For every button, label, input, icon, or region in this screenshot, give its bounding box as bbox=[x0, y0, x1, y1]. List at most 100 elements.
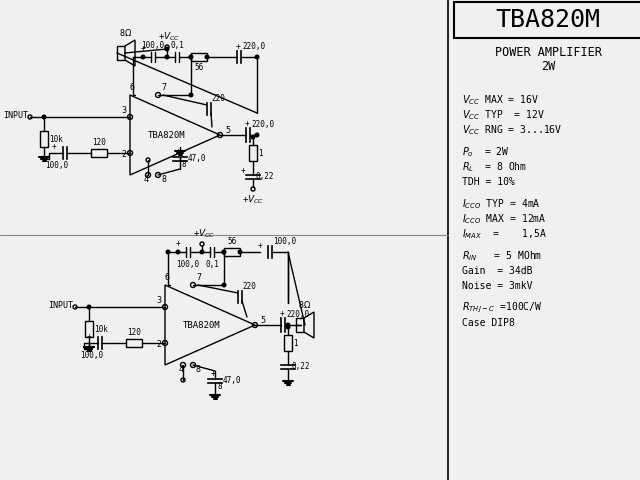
Text: TDH = 10%: TDH = 10% bbox=[462, 177, 515, 187]
Text: 2W: 2W bbox=[541, 60, 555, 73]
Text: 100,0: 100,0 bbox=[45, 161, 68, 170]
Text: 8: 8 bbox=[196, 365, 201, 374]
Bar bbox=[249, 145, 257, 161]
Circle shape bbox=[286, 325, 290, 329]
Text: 8: 8 bbox=[217, 382, 221, 391]
Text: 6: 6 bbox=[164, 273, 170, 282]
Circle shape bbox=[165, 55, 169, 59]
Text: $V_{CC}$ RNG = 3...16V: $V_{CC}$ RNG = 3...16V bbox=[462, 123, 563, 137]
Circle shape bbox=[200, 250, 204, 254]
Text: Noise = 3mkV: Noise = 3mkV bbox=[462, 281, 532, 291]
Circle shape bbox=[166, 250, 170, 254]
Text: $P_o$  = 2W: $P_o$ = 2W bbox=[462, 145, 509, 159]
Text: +: + bbox=[176, 147, 180, 156]
Text: $I_{CCO}$ TYP = 4mA: $I_{CCO}$ TYP = 4mA bbox=[462, 197, 541, 211]
Bar bbox=[85, 321, 93, 337]
Text: 56: 56 bbox=[227, 237, 237, 246]
Text: +: + bbox=[141, 44, 145, 53]
Text: 0,22: 0,22 bbox=[256, 172, 275, 181]
Text: 7: 7 bbox=[161, 83, 166, 92]
Text: +$V_{CC}$: +$V_{CC}$ bbox=[242, 193, 264, 205]
Text: 5: 5 bbox=[260, 316, 265, 325]
Text: TBA820M: TBA820M bbox=[495, 8, 600, 32]
Polygon shape bbox=[125, 40, 135, 66]
Bar bbox=[91, 149, 107, 157]
Circle shape bbox=[42, 115, 46, 119]
Text: $R_{IN}$   = 5 MOhm: $R_{IN}$ = 5 MOhm bbox=[462, 249, 542, 263]
Text: Gain  = 34dB: Gain = 34dB bbox=[462, 266, 532, 276]
Circle shape bbox=[189, 55, 193, 59]
Bar bbox=[126, 339, 142, 347]
Circle shape bbox=[189, 55, 193, 59]
Circle shape bbox=[286, 323, 290, 327]
Text: TBA820M: TBA820M bbox=[148, 131, 186, 140]
Text: $I_{CCO}$ MAX = 12mA: $I_{CCO}$ MAX = 12mA bbox=[462, 212, 547, 226]
Text: +: + bbox=[211, 369, 216, 378]
Bar bbox=[224, 248, 240, 256]
Bar bbox=[296, 318, 304, 332]
Text: +: + bbox=[245, 119, 250, 128]
Circle shape bbox=[222, 250, 226, 254]
Text: 56: 56 bbox=[195, 63, 204, 72]
Text: Case DIP8: Case DIP8 bbox=[462, 318, 515, 328]
Text: $I_{MAX}$  =    1,5A: $I_{MAX}$ = 1,5A bbox=[462, 227, 547, 241]
Text: +: + bbox=[241, 166, 246, 175]
Text: 4: 4 bbox=[143, 175, 148, 184]
Text: +$V_{CC}$: +$V_{CC}$ bbox=[158, 31, 180, 43]
Text: 100,0: 100,0 bbox=[141, 41, 164, 50]
Text: 0,22: 0,22 bbox=[291, 362, 310, 372]
Text: 100,0: 100,0 bbox=[273, 237, 296, 246]
Text: INPUT: INPUT bbox=[3, 110, 28, 120]
Text: POWER AMPLIFIER: POWER AMPLIFIER bbox=[495, 46, 602, 59]
Text: 5: 5 bbox=[225, 126, 230, 135]
Text: 1: 1 bbox=[258, 148, 262, 157]
Text: 120: 120 bbox=[127, 328, 141, 337]
Text: 47,0: 47,0 bbox=[188, 155, 207, 164]
Text: 2: 2 bbox=[156, 340, 161, 349]
Circle shape bbox=[251, 135, 255, 139]
Text: +: + bbox=[258, 241, 262, 250]
Polygon shape bbox=[130, 95, 220, 175]
Text: +: + bbox=[52, 142, 56, 151]
Circle shape bbox=[189, 93, 193, 97]
Text: +: + bbox=[176, 239, 180, 248]
Text: 2: 2 bbox=[121, 150, 126, 159]
Text: 3: 3 bbox=[121, 106, 126, 115]
Text: 8$\Omega$: 8$\Omega$ bbox=[120, 27, 132, 38]
Bar bbox=[454, 2, 640, 38]
Bar bbox=[284, 335, 292, 351]
Polygon shape bbox=[304, 312, 314, 338]
Text: 10k: 10k bbox=[49, 134, 63, 144]
Bar bbox=[191, 53, 207, 61]
Circle shape bbox=[141, 55, 145, 59]
Text: +$V_{CC}$: +$V_{CC}$ bbox=[193, 228, 215, 240]
Text: $R_L$  = 8 Ohm: $R_L$ = 8 Ohm bbox=[462, 160, 527, 174]
Circle shape bbox=[87, 305, 91, 309]
Circle shape bbox=[205, 55, 209, 59]
Text: 8$\Omega$: 8$\Omega$ bbox=[298, 299, 312, 310]
Text: 220,0: 220,0 bbox=[286, 310, 309, 319]
Circle shape bbox=[176, 250, 180, 254]
Circle shape bbox=[255, 55, 259, 59]
Text: 120: 120 bbox=[92, 138, 106, 147]
Circle shape bbox=[222, 283, 226, 287]
Text: INPUT: INPUT bbox=[48, 300, 73, 310]
Text: 100,0: 100,0 bbox=[177, 260, 200, 269]
Text: +: + bbox=[280, 309, 285, 318]
Text: TBA820M: TBA820M bbox=[183, 321, 221, 329]
Text: +: + bbox=[87, 332, 92, 341]
Circle shape bbox=[238, 250, 242, 254]
Bar bbox=[117, 46, 125, 60]
Polygon shape bbox=[165, 285, 255, 365]
Text: 3: 3 bbox=[156, 296, 161, 305]
Text: 0,1: 0,1 bbox=[170, 41, 184, 50]
Bar bbox=[40, 131, 48, 147]
Text: $V_{CC}$ TYP  = 12V: $V_{CC}$ TYP = 12V bbox=[462, 108, 545, 122]
Text: 220: 220 bbox=[242, 282, 256, 291]
Text: +: + bbox=[236, 42, 241, 51]
Text: 1: 1 bbox=[293, 338, 298, 348]
Text: 100,0: 100,0 bbox=[81, 351, 104, 360]
Text: 220: 220 bbox=[211, 94, 225, 103]
Circle shape bbox=[255, 133, 259, 137]
Text: 6: 6 bbox=[129, 83, 134, 92]
